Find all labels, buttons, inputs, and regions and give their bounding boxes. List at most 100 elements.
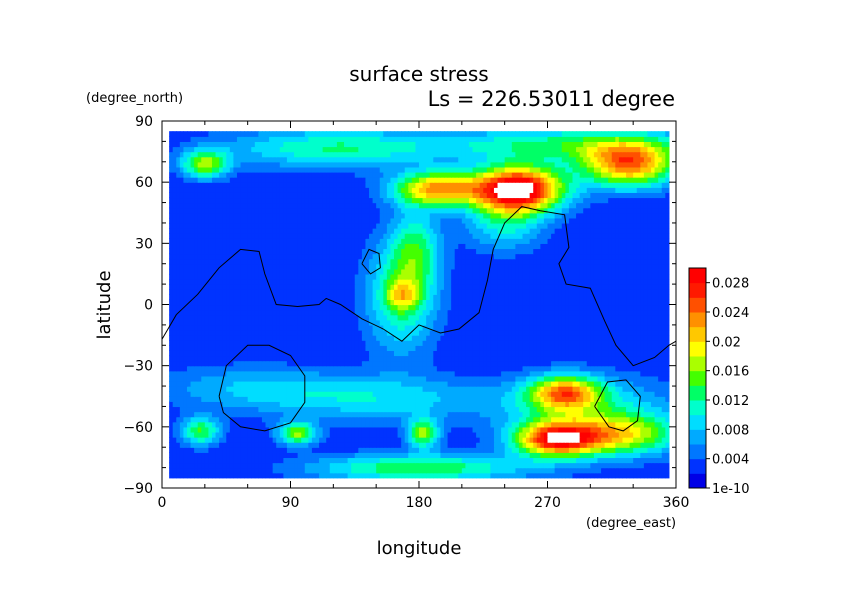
heatmap-cell [394,329,399,336]
heatmap-cell [179,319,185,326]
heatmap-cell [422,467,427,474]
heatmap-cell [511,437,516,443]
heatmap-cell [179,375,185,382]
heatmap-cell [419,365,424,372]
heatmap-cell [390,329,395,336]
heatmap-cell [254,375,259,382]
heatmap-cell [529,396,534,402]
heatmap-cell [286,406,292,413]
heatmap-cell [379,401,384,408]
heatmap-cell [518,462,524,469]
heatmap-cell [226,304,231,311]
heatmap-cell [369,375,374,382]
heatmap-cell [529,406,534,413]
heatmap-cell [665,426,670,433]
heatmap-cell [458,304,463,311]
heatmap-cell [597,319,602,326]
heatmap-cell [279,467,284,474]
heatmap-cell [629,416,634,423]
heatmap-cell [511,457,516,464]
heatmap-cell [219,304,224,311]
heatmap-cell [615,472,620,479]
heatmap-cell [383,386,388,392]
heatmap-cell [554,442,559,448]
heatmap-cell [372,380,377,387]
heatmap-cell [554,340,559,346]
heatmap-cell [244,391,249,397]
heatmap-cell [597,406,602,413]
heatmap-cell [308,431,313,438]
heatmap-cell [386,406,392,413]
heatmap-cell [611,396,616,402]
heatmap-cell [479,329,484,336]
heatmap-cell [233,437,238,443]
heatmap-cell [201,431,206,438]
heatmap-cell [265,335,270,341]
heatmap-cell [308,350,313,357]
heatmap-cell [379,406,384,413]
heatmap-cell [629,375,634,382]
heatmap-cell [229,442,234,448]
heatmap-cell [561,437,566,443]
heatmap-cell [558,421,563,428]
heatmap-cell [408,350,413,357]
heatmap-cell [583,462,588,469]
heatmap-cell [379,355,384,362]
heatmap-cell [608,452,613,459]
heatmap-cell [640,401,645,408]
heatmap-cell [215,457,220,464]
heatmap-cell [169,447,174,453]
heatmap-cell [651,360,656,367]
heatmap-cell [386,340,392,346]
heatmap-cell [443,375,449,382]
heatmap-cell [451,431,456,438]
heatmap-cell [197,375,202,382]
heatmap-cell [565,452,570,459]
heatmap-cell [568,355,574,362]
heatmap-cell [186,365,192,372]
heatmap-cell [576,386,581,392]
heatmap-cell [615,416,620,423]
heatmap-cell [211,467,217,474]
heatmap-cell [244,355,249,362]
heatmap-cell [508,457,513,464]
heatmap-cell [240,350,245,357]
heatmap-cell [411,350,417,357]
heatmap-cell [540,324,545,331]
heatmap-cell [290,467,295,474]
heatmap-cell [468,437,474,443]
heatmap-cell [529,370,534,377]
heatmap-cell [479,452,484,459]
heatmap-cell [447,329,452,336]
heatmap-cell [618,299,624,306]
heatmap-cell [301,452,306,459]
heatmap-cell [515,416,520,423]
heatmap-cell [283,467,288,474]
heatmap-cell [604,309,609,316]
heatmap-cell [415,467,420,474]
heatmap-cell [190,401,195,408]
heatmap-cell [526,467,531,474]
heatmap-cell [344,299,349,306]
heatmap-cell [547,406,552,413]
heatmap-cell [408,355,413,362]
heatmap-cell [379,447,384,453]
heatmap-cell [472,467,477,474]
heatmap-cell [411,319,417,326]
heatmap-cell [322,396,327,402]
heatmap-cell [615,391,620,397]
heatmap-cell [344,467,349,474]
heatmap-cell [340,406,345,413]
heatmap-cell [504,355,509,362]
heatmap-cell [436,360,442,367]
heatmap-cell [186,350,192,357]
heatmap-cell [386,396,392,402]
heatmap-cell [586,447,591,453]
heatmap-cell [279,365,284,372]
heatmap-cell [354,462,359,469]
heatmap-cell [354,370,359,377]
heatmap-cell [365,426,370,433]
heatmap-cell [576,304,581,311]
heatmap-cell [397,319,402,326]
heatmap-cell [661,406,666,413]
